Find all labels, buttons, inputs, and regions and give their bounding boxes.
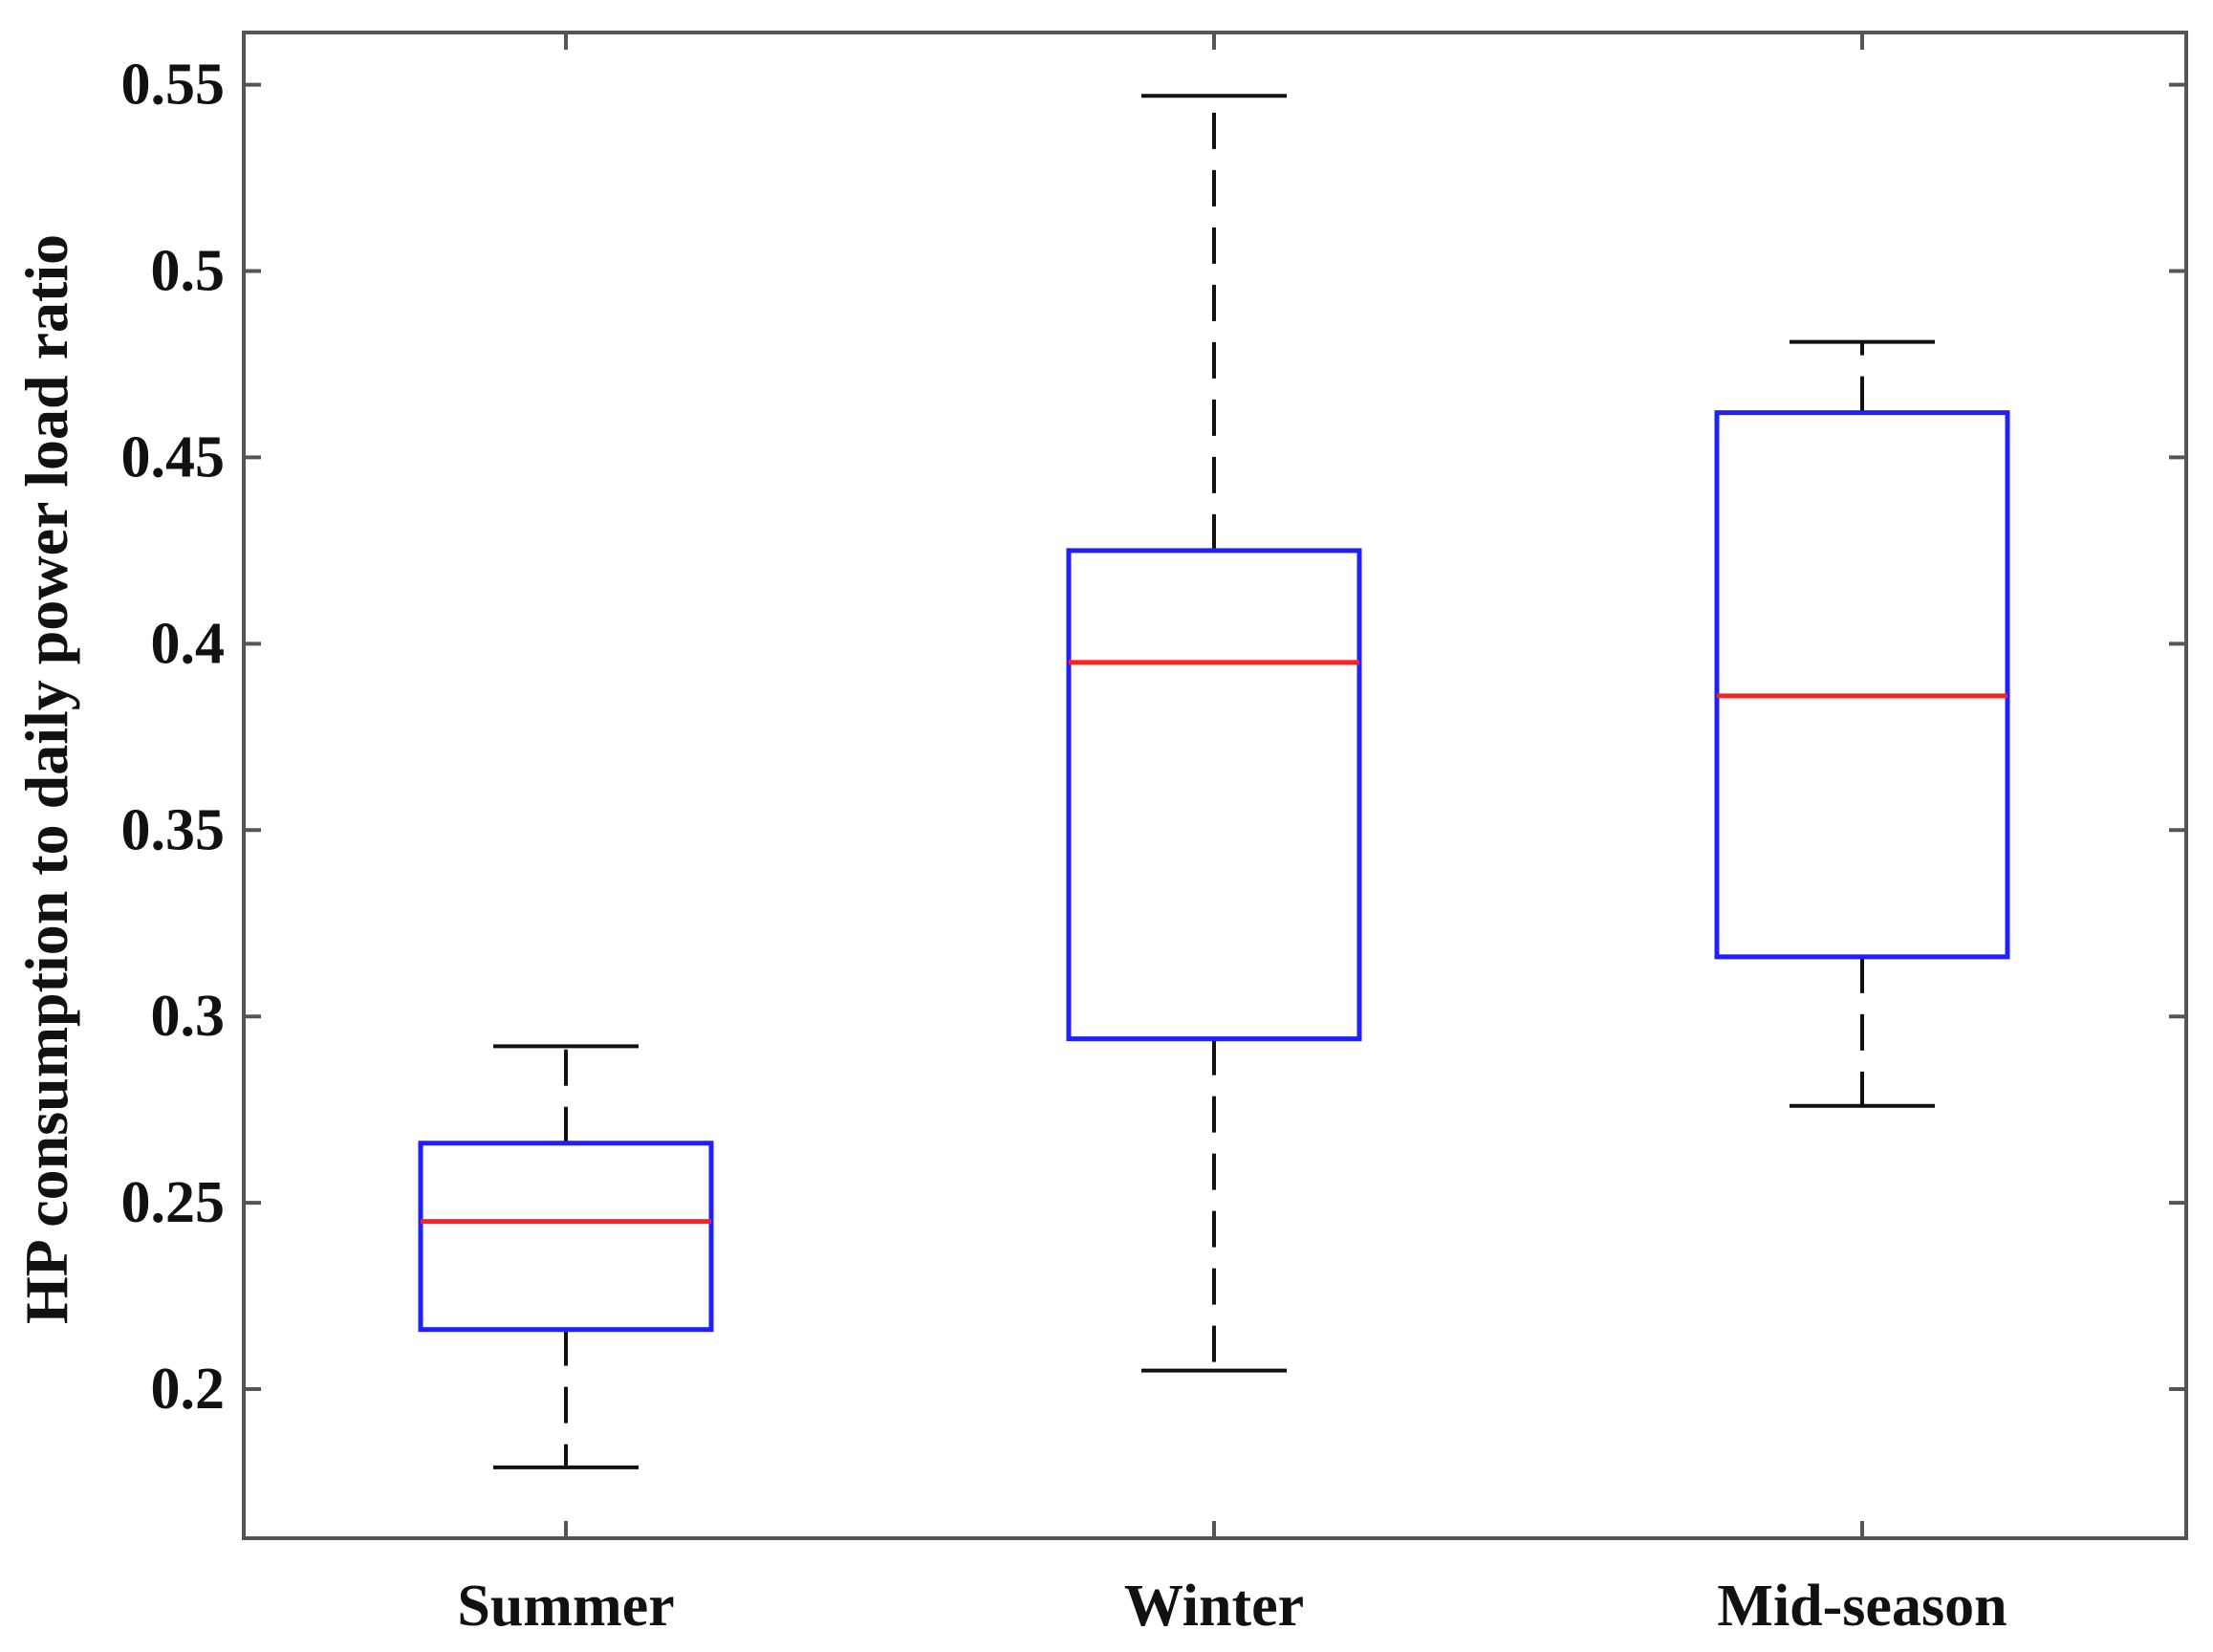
boxes — [418, 94, 2010, 1469]
x-axis-labels: Summer Winter Mid-season — [457, 1574, 2007, 1639]
box-summer — [418, 1044, 714, 1469]
y-tick-label: 0.55 — [121, 53, 226, 118]
y-tick-label: 0.2 — [151, 1357, 226, 1422]
y-tick-label: 0.35 — [121, 797, 226, 862]
x-tick-label: Summer — [457, 1574, 674, 1639]
x-tick-label: Winter — [1124, 1574, 1304, 1639]
y-tick-label: 0.45 — [121, 424, 226, 489]
iqr-box — [418, 1141, 714, 1333]
x-tick-label: Mid-season — [1717, 1574, 2007, 1639]
iqr-box — [1714, 410, 2010, 960]
y-tick-label: 0.3 — [151, 984, 226, 1049]
y-axis-label: HP consumption to daily power load ratio — [12, 234, 80, 1324]
iqr-box — [1066, 548, 1362, 1042]
y-tick-label: 0.25 — [121, 1170, 226, 1235]
y-tick-label: 0.5 — [151, 239, 226, 304]
box-mid-season — [1714, 339, 2010, 1108]
y-tick-label: 0.4 — [151, 611, 226, 676]
box-winter — [1066, 94, 1362, 1373]
y-axis-ticks: 0.2 0.25 0.3 0.35 0.4 0.45 0.5 0.55 — [121, 33, 2186, 1538]
